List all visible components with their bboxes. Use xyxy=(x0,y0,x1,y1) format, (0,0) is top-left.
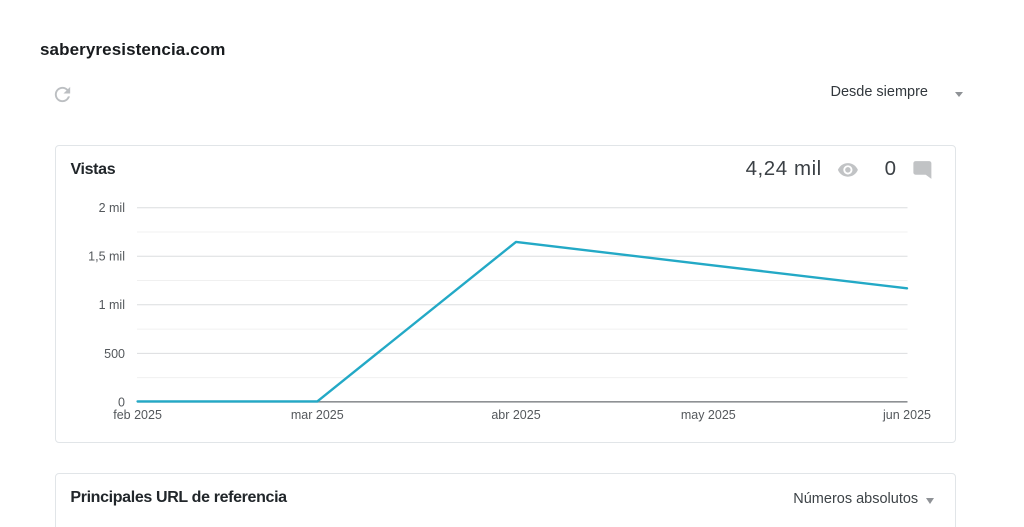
svg-text:1,5 mil: 1,5 mil xyxy=(88,250,125,264)
svg-text:may 2025: may 2025 xyxy=(680,408,735,422)
svg-text:feb 2025: feb 2025 xyxy=(113,408,162,422)
svg-text:500: 500 xyxy=(104,347,125,361)
svg-text:2 mil: 2 mil xyxy=(98,201,124,215)
svg-text:jun 2025: jun 2025 xyxy=(882,408,931,422)
svg-text:0: 0 xyxy=(118,395,125,409)
svg-text:mar 2025: mar 2025 xyxy=(290,408,343,422)
svg-text:abr 2025: abr 2025 xyxy=(491,408,540,422)
svg-text:1 mil: 1 mil xyxy=(98,298,124,312)
